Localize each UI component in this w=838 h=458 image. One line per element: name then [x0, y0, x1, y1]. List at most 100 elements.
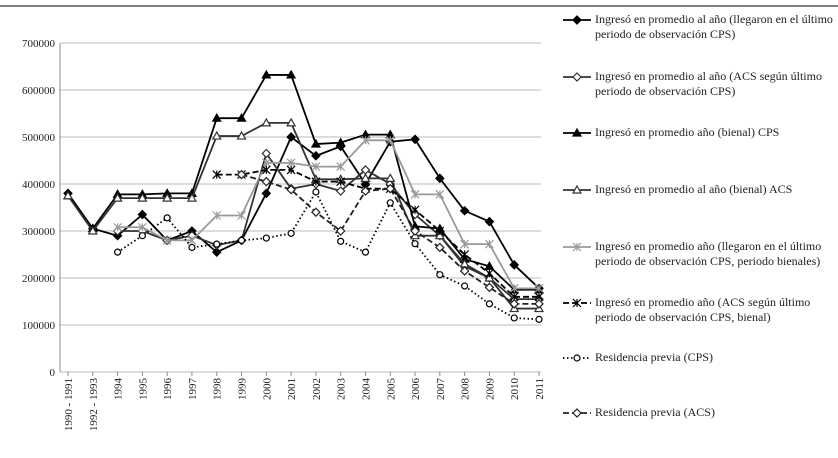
marker [484, 239, 494, 249]
marker [162, 192, 173, 202]
marker [434, 242, 445, 253]
marker [385, 135, 395, 145]
marker [335, 137, 346, 147]
marker [261, 165, 271, 175]
marker [509, 259, 520, 270]
y-tick-label: 600000 [22, 85, 56, 97]
x-tick-label: 1999 [237, 378, 249, 401]
marker [509, 299, 520, 309]
marker [410, 134, 420, 145]
marker [485, 300, 494, 308]
x-tick-label: 2010 [509, 378, 521, 401]
marker [510, 314, 518, 322]
marker [571, 184, 583, 194]
x-tick-label: 2002 [311, 378, 323, 400]
marker [572, 408, 582, 418]
marker [535, 315, 543, 323]
marker [261, 117, 272, 127]
marker [237, 211, 246, 220]
x-tick-label: 1998 [212, 378, 224, 401]
marker [571, 127, 583, 137]
marker [572, 15, 582, 25]
marker [137, 192, 148, 202]
marker [113, 248, 122, 256]
marker [212, 170, 222, 180]
marker [261, 158, 271, 168]
marker [236, 112, 247, 122]
marker [434, 230, 445, 240]
marker [459, 205, 470, 216]
marker [411, 240, 419, 248]
marker [211, 130, 222, 140]
x-tick-label: 2004 [360, 378, 372, 401]
y-tick-label: 700000 [22, 38, 56, 50]
x-tick-label: 1994 [113, 378, 125, 401]
x-tick-label: 2003 [336, 378, 348, 401]
x-tick-label: 2001 [286, 378, 298, 400]
marker [310, 138, 321, 148]
x-tick-label: 1990 - 1991 [63, 378, 75, 431]
marker [62, 190, 74, 200]
y-tick-label: 0 [50, 367, 56, 379]
marker [187, 235, 197, 245]
marker [386, 199, 394, 207]
x-tick-label: 2009 [484, 377, 496, 400]
marker [262, 234, 270, 242]
marker [163, 214, 171, 222]
marker [361, 135, 370, 145]
marker [336, 162, 346, 172]
marker [311, 150, 321, 161]
legend-label: Ingresó en promedio año (ACS según últim… [595, 295, 811, 324]
legend-label: Ingresó en promedio al año (bienal) ACS [595, 182, 793, 196]
series-line [117, 190, 540, 321]
marker [186, 192, 197, 202]
marker [335, 186, 346, 196]
marker [137, 209, 148, 220]
marker [484, 216, 495, 227]
marker [137, 222, 147, 232]
series-line [117, 151, 539, 301]
y-tick-label: 500000 [22, 132, 56, 144]
marker [410, 205, 420, 215]
marker [286, 117, 297, 127]
marker [261, 69, 272, 79]
marker [162, 235, 172, 245]
marker [138, 232, 146, 240]
marker [484, 268, 494, 278]
marker [286, 184, 296, 195]
marker [435, 226, 445, 236]
marker [287, 229, 295, 237]
marker [312, 188, 320, 196]
x-tick-label: 2006 [410, 378, 422, 401]
legend-label: Ingresó en promedio al año (llegaron en … [595, 12, 833, 41]
marker [213, 240, 221, 248]
marker [534, 299, 544, 309]
marker [461, 282, 469, 290]
marker [113, 222, 123, 232]
x-tick-label: 1995 [137, 378, 149, 401]
legend-label: Residencia previa (ACS) [595, 405, 715, 419]
marker [572, 72, 582, 82]
marker [286, 69, 297, 79]
marker [360, 186, 371, 196]
marker [361, 248, 370, 256]
x-tick-label: 2005 [385, 378, 397, 401]
marker [87, 225, 98, 235]
marker [286, 158, 296, 168]
marker [385, 173, 396, 182]
marker [311, 207, 321, 218]
series-line [67, 122, 539, 310]
marker [434, 173, 445, 184]
x-tick-label: 2000 [261, 378, 273, 401]
marker [112, 192, 123, 202]
marker [261, 188, 272, 199]
marker [236, 130, 247, 140]
series-line [117, 139, 539, 290]
marker [337, 237, 345, 245]
marker [436, 271, 444, 279]
marker [509, 283, 519, 293]
marker [335, 226, 346, 236]
marker [459, 266, 470, 276]
marker [286, 165, 296, 175]
